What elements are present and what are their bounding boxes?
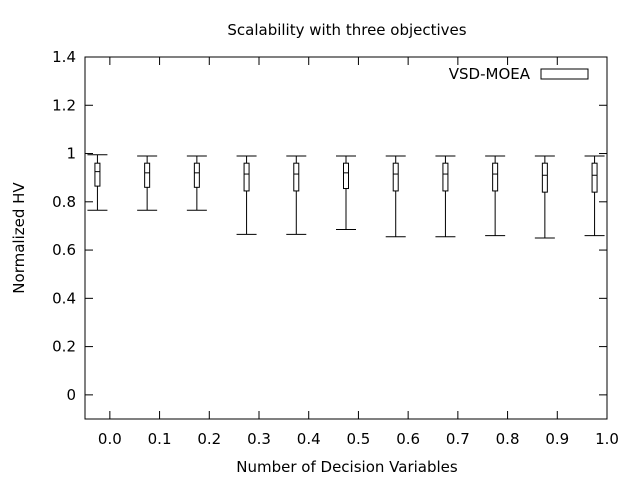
box-body <box>541 162 548 193</box>
y-tick-label: 1.4 <box>52 48 76 66</box>
x-tick-label: 0.3 <box>247 430 271 448</box>
box-plot <box>186 155 207 211</box>
x-tick-label: 0.1 <box>148 430 172 448</box>
box-plot <box>385 155 406 238</box>
y-tick-label: 0 <box>66 386 76 404</box>
box-body <box>442 162 449 192</box>
box-plot <box>137 155 158 211</box>
box-body <box>492 162 499 192</box>
y-tick-label: 0.6 <box>52 241 76 259</box>
box-body <box>193 162 200 188</box>
box-body <box>343 162 349 190</box>
box-body <box>293 162 300 192</box>
box-plot <box>534 155 555 239</box>
box-plot <box>485 155 506 237</box>
box-plot <box>584 155 605 237</box>
box-body <box>243 162 250 192</box>
plot-frame <box>84 56 608 420</box>
x-tick-label: 0.4 <box>297 430 321 448</box>
chart-title: Scalability with three objectives <box>227 21 466 39</box>
box-body <box>591 162 598 193</box>
y-axis-label: Normalized HV <box>10 182 28 294</box>
legend-label-vsd-moea: VSD-MOEA <box>449 65 531 83</box>
x-tick-label: 0.0 <box>98 430 122 448</box>
box-plot <box>336 155 356 231</box>
x-tick-label: 0.6 <box>396 430 420 448</box>
box-plot <box>286 155 307 235</box>
x-axis-label: Number of Decision Variables <box>236 458 458 476</box>
x-tick-label: 1.0 <box>595 430 619 448</box>
legend: VSD-MOEA <box>449 65 589 83</box>
box-plot <box>236 155 257 235</box>
box-series-vsd-moea <box>87 154 605 239</box>
y-tick-label: 1.2 <box>52 96 76 114</box>
x-axis-ticks: 0.0 0.1 0.2 0.3 0.4 0.5 0.6 0.7 0.8 0.9 1.0 <box>98 57 619 448</box>
y-tick-label: 0.4 <box>52 289 76 307</box>
y-axis-ticks: 0 0.2 0.4 0.6 0.8 1 1.2 1.4 <box>52 48 607 404</box>
box-body <box>94 162 101 187</box>
y-tick-label: 0.8 <box>52 193 76 211</box>
box-plot <box>435 155 456 238</box>
y-tick-label: 0.2 <box>52 338 76 356</box>
x-tick-label: 0.9 <box>545 430 569 448</box>
legend-swatch-vsd-moea <box>540 68 589 80</box>
x-tick-label: 0.7 <box>446 430 470 448</box>
y-tick-label: 1 <box>66 145 76 163</box>
x-tick-label: 0.5 <box>346 430 370 448</box>
x-tick-label: 0.2 <box>197 430 221 448</box>
box-body <box>144 162 151 188</box>
box-body <box>392 162 399 192</box>
box-plot <box>87 154 108 211</box>
x-tick-label: 0.8 <box>496 430 520 448</box>
